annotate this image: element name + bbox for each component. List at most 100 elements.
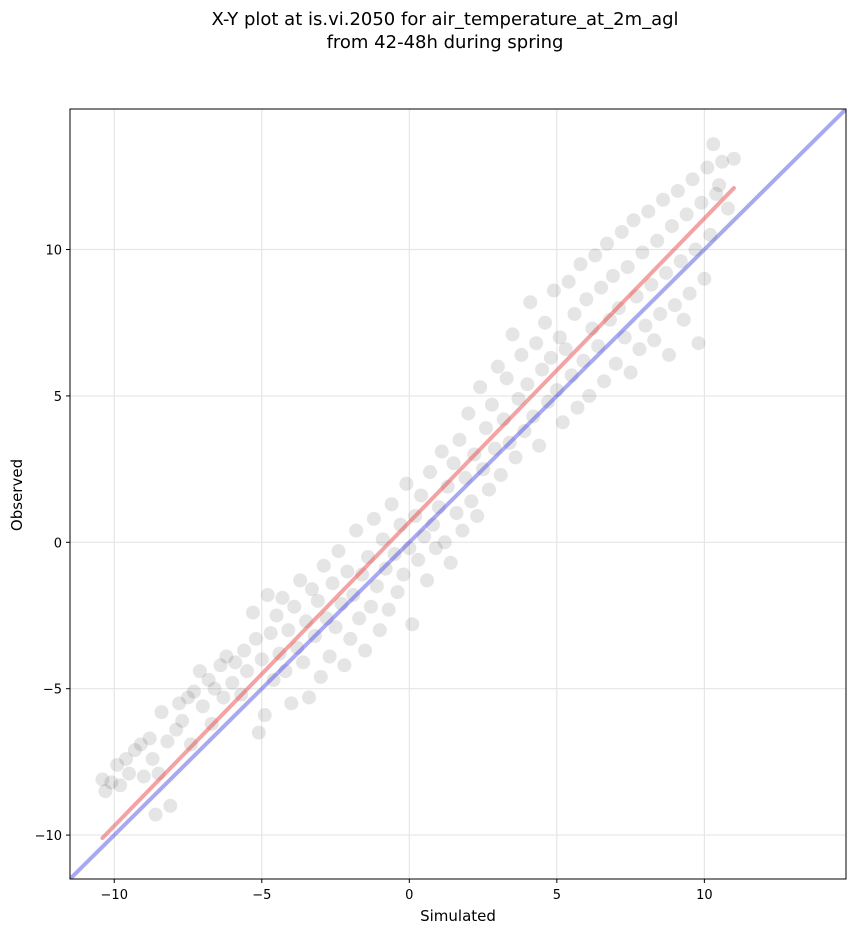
scatter-point — [275, 590, 290, 605]
scatter-point — [325, 576, 340, 591]
scatter-point — [608, 356, 623, 371]
scatter-point — [493, 467, 508, 482]
scatter-point — [425, 517, 440, 532]
scatter-point — [142, 731, 157, 746]
scatter-point — [676, 312, 691, 327]
scatter-point — [555, 415, 570, 430]
scatter-point — [310, 593, 325, 608]
chart-title-line-1: X-Y plot at is.vi.2050 for air_temperatu… — [211, 9, 678, 30]
scatter-point — [228, 655, 243, 670]
scatter-point — [369, 579, 384, 594]
scatter-point — [172, 696, 187, 711]
scatter-point — [313, 669, 328, 684]
scatter-point — [511, 391, 526, 406]
scatter-point — [720, 201, 735, 216]
scatter-point — [505, 327, 520, 342]
scatter-point — [508, 450, 523, 465]
scatter-point — [703, 227, 718, 242]
scatter-point — [573, 257, 588, 272]
scatter-point — [588, 248, 603, 263]
axis-ticks: −10 −5 0 5 10 −10 −5 0 5 10 — [35, 244, 713, 903]
scatter-point — [726, 151, 741, 166]
scatter-point — [375, 532, 390, 547]
scatter-point — [122, 766, 137, 781]
scatter-point — [405, 617, 420, 632]
scatter-point — [349, 523, 364, 538]
scatter-point — [420, 573, 435, 588]
scatter-point — [175, 713, 190, 728]
scatter-point — [564, 368, 579, 383]
scatter-point — [284, 696, 299, 711]
scatter-point — [296, 655, 311, 670]
scatter-point — [691, 336, 706, 351]
scatter-point — [661, 347, 676, 362]
scatter-point — [479, 421, 494, 436]
scatter-point — [254, 652, 269, 667]
scatter-point — [670, 183, 685, 198]
scatter-point — [355, 567, 370, 582]
chart-title-line-2: from 42-48h during spring — [327, 32, 564, 53]
scatter-point — [281, 623, 296, 638]
scatter-point — [304, 582, 319, 597]
scatter-point — [543, 350, 558, 365]
scatter-point — [490, 359, 505, 374]
scatter-point — [195, 699, 210, 714]
scatter-point — [602, 312, 617, 327]
scatter-point — [594, 280, 609, 295]
scatter-point — [98, 784, 113, 799]
scatter-points — [95, 137, 741, 822]
scatter-point — [422, 465, 437, 480]
scatter-point — [455, 523, 470, 538]
scatter-point — [417, 529, 432, 544]
scatter-point — [104, 775, 119, 790]
scatter-point — [245, 605, 260, 620]
scatter-point — [266, 672, 281, 687]
scatter-point — [452, 432, 467, 447]
scatter-point — [387, 547, 402, 562]
scatter-point — [201, 672, 216, 687]
scatter-point — [673, 254, 688, 269]
scatter-point — [682, 286, 697, 301]
scatter-point — [470, 508, 485, 523]
scatter-point — [240, 664, 255, 679]
scatter-point — [248, 631, 263, 646]
scatter-point — [532, 438, 547, 453]
scatter-point — [520, 377, 535, 392]
scatter-point — [154, 705, 169, 720]
scatter-point — [133, 737, 148, 752]
scatter-point — [207, 681, 222, 696]
scatter-point — [186, 684, 201, 699]
x-tick-label: 5 — [553, 888, 561, 903]
scatter-point — [688, 242, 703, 257]
scatter-point — [458, 470, 473, 485]
scatter-point — [650, 233, 665, 248]
scatter-point — [576, 353, 591, 368]
scatter-point — [446, 456, 461, 471]
scatter-point — [322, 649, 337, 664]
y-tick-label: −5 — [43, 683, 62, 698]
scatter-point — [656, 192, 671, 207]
scatter-point — [549, 383, 564, 398]
regression-lines — [70, 109, 846, 879]
scatter-point — [346, 588, 361, 603]
scatter-point — [591, 339, 606, 354]
scatter-point — [561, 274, 576, 289]
scatter-point — [706, 137, 721, 152]
scatter-point — [181, 690, 196, 705]
y-tick-label: 0 — [54, 536, 62, 551]
scatter-point — [558, 342, 573, 357]
scatter-point — [337, 658, 352, 673]
scatter-point — [579, 292, 594, 307]
scatter-point — [641, 204, 656, 219]
scatter-point — [443, 555, 458, 570]
scatter-point — [597, 374, 612, 389]
scatter-point — [169, 722, 184, 737]
scatter-point — [626, 213, 641, 228]
scatter-point — [225, 675, 240, 690]
scatter-point — [396, 567, 411, 582]
x-tick-label: 0 — [405, 888, 413, 903]
scatter-point — [437, 535, 452, 550]
y-tick-label: −10 — [35, 829, 62, 844]
scatter-point — [546, 283, 561, 298]
fit-line — [100, 186, 736, 841]
